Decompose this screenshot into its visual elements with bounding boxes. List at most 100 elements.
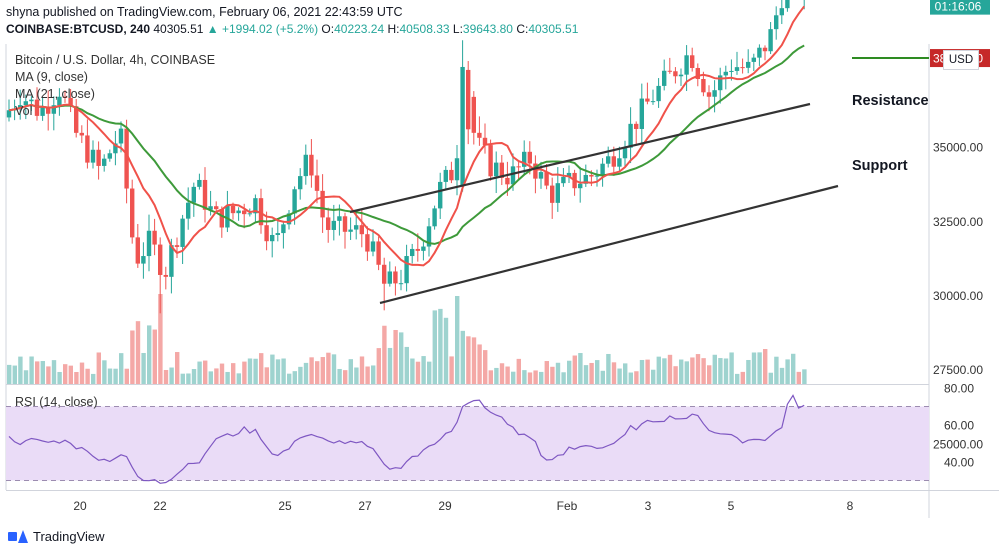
candle-body xyxy=(611,156,616,167)
rsi-tick-label: 40.00 xyxy=(944,456,974,470)
price-tick-label: 27500.00 xyxy=(933,363,983,377)
candle-body xyxy=(270,234,275,242)
rsi-line xyxy=(8,394,805,484)
volume-bar xyxy=(684,361,689,384)
currency-selector[interactable]: USD xyxy=(943,50,979,70)
volume-bar xyxy=(555,362,561,384)
candle-body xyxy=(522,151,527,167)
candle-body xyxy=(152,230,157,245)
volume-bar xyxy=(348,359,353,384)
volume-bar xyxy=(527,372,533,384)
candle-body xyxy=(68,97,73,107)
volume-bar xyxy=(623,363,628,384)
volume-bar xyxy=(264,367,269,384)
volume-bar xyxy=(746,359,751,384)
candle-body xyxy=(79,132,84,136)
price-tick-label: 30000.00 xyxy=(933,289,983,303)
candle-body xyxy=(23,101,28,106)
volume-bar xyxy=(729,352,734,384)
volume-bar xyxy=(298,366,303,384)
candle-body xyxy=(454,158,460,181)
candle-body xyxy=(505,177,510,185)
volume-bar xyxy=(583,365,589,384)
volume-bar xyxy=(718,358,723,384)
legend-rsi: RSI (14, close) xyxy=(15,395,98,409)
candle-body xyxy=(634,123,639,129)
candle-body xyxy=(342,216,348,232)
candle-body xyxy=(639,98,644,129)
volume-bar xyxy=(197,361,202,384)
candle-body xyxy=(477,132,482,138)
candle-body xyxy=(701,79,706,93)
candle-body xyxy=(314,175,320,191)
resistance-label: Resistance xyxy=(852,93,929,109)
volume-bar xyxy=(791,353,796,384)
candle-body xyxy=(40,106,45,116)
rsi-tick-label: 60.00 xyxy=(944,419,974,433)
candle-body xyxy=(62,96,68,98)
candle-body xyxy=(29,99,34,102)
volume-bar xyxy=(376,348,381,384)
last-price-tag xyxy=(930,0,990,15)
volume-bar xyxy=(191,369,197,384)
candle-body xyxy=(365,234,370,252)
candle-body xyxy=(645,98,650,102)
candle-body xyxy=(387,271,392,284)
publish-info: shyna published on TradingView.com, Febr… xyxy=(6,5,403,19)
candle-body xyxy=(617,158,622,167)
candle-body xyxy=(762,47,768,52)
volume-bar xyxy=(158,294,163,384)
candle-body xyxy=(650,101,656,103)
volume-bar xyxy=(309,357,314,384)
volume-bar xyxy=(779,367,785,384)
time-tick-label: 3 xyxy=(645,499,652,513)
volume-bar xyxy=(152,329,157,384)
candle-body xyxy=(712,90,717,97)
candle-body xyxy=(337,216,342,221)
volume-bar xyxy=(236,373,241,384)
rsi-band xyxy=(6,406,929,481)
candle-body xyxy=(174,245,180,247)
candle-body xyxy=(398,283,404,285)
candle-body xyxy=(583,174,588,184)
volume-bar xyxy=(74,372,79,384)
lower-channel-line xyxy=(379,184,839,305)
open-value: 40223.24 xyxy=(334,22,385,36)
candle-body xyxy=(102,158,107,166)
candle-body xyxy=(6,110,12,118)
volume-bar xyxy=(690,357,695,384)
candle-body xyxy=(538,172,544,179)
volume-bar xyxy=(673,366,678,384)
volume-bar xyxy=(449,356,454,384)
candle-body xyxy=(527,151,532,164)
volume-bar xyxy=(359,356,365,384)
candle-body xyxy=(673,71,678,77)
candle-body xyxy=(141,256,146,264)
volume-bar xyxy=(12,365,17,384)
candle-body xyxy=(202,179,208,210)
volume-bar xyxy=(443,317,449,384)
volume-bar xyxy=(51,360,57,384)
countdown-label: 01:16:06 xyxy=(935,0,982,14)
volume-bar xyxy=(471,337,477,384)
candle-body xyxy=(600,163,605,176)
candle-body xyxy=(410,248,415,257)
candle-body xyxy=(258,198,264,226)
change-value: ▲ +1994.02 (+5.2%) xyxy=(206,22,319,36)
candle-body xyxy=(438,181,443,209)
volume-bar xyxy=(550,366,555,384)
candle-body xyxy=(51,105,56,114)
candle-body xyxy=(219,209,224,228)
volume-bar xyxy=(460,330,465,384)
ma21-line xyxy=(8,44,805,245)
volume-bar xyxy=(180,373,185,384)
tradingview-logo[interactable]: TradingView xyxy=(8,529,105,544)
volume-bar xyxy=(68,365,73,384)
volume-bar xyxy=(175,352,180,384)
legend-vol: Vol xyxy=(15,104,33,118)
candle-body xyxy=(303,154,308,177)
candle-body xyxy=(426,226,432,247)
volume-bar xyxy=(337,368,342,384)
candle-body xyxy=(594,175,600,177)
